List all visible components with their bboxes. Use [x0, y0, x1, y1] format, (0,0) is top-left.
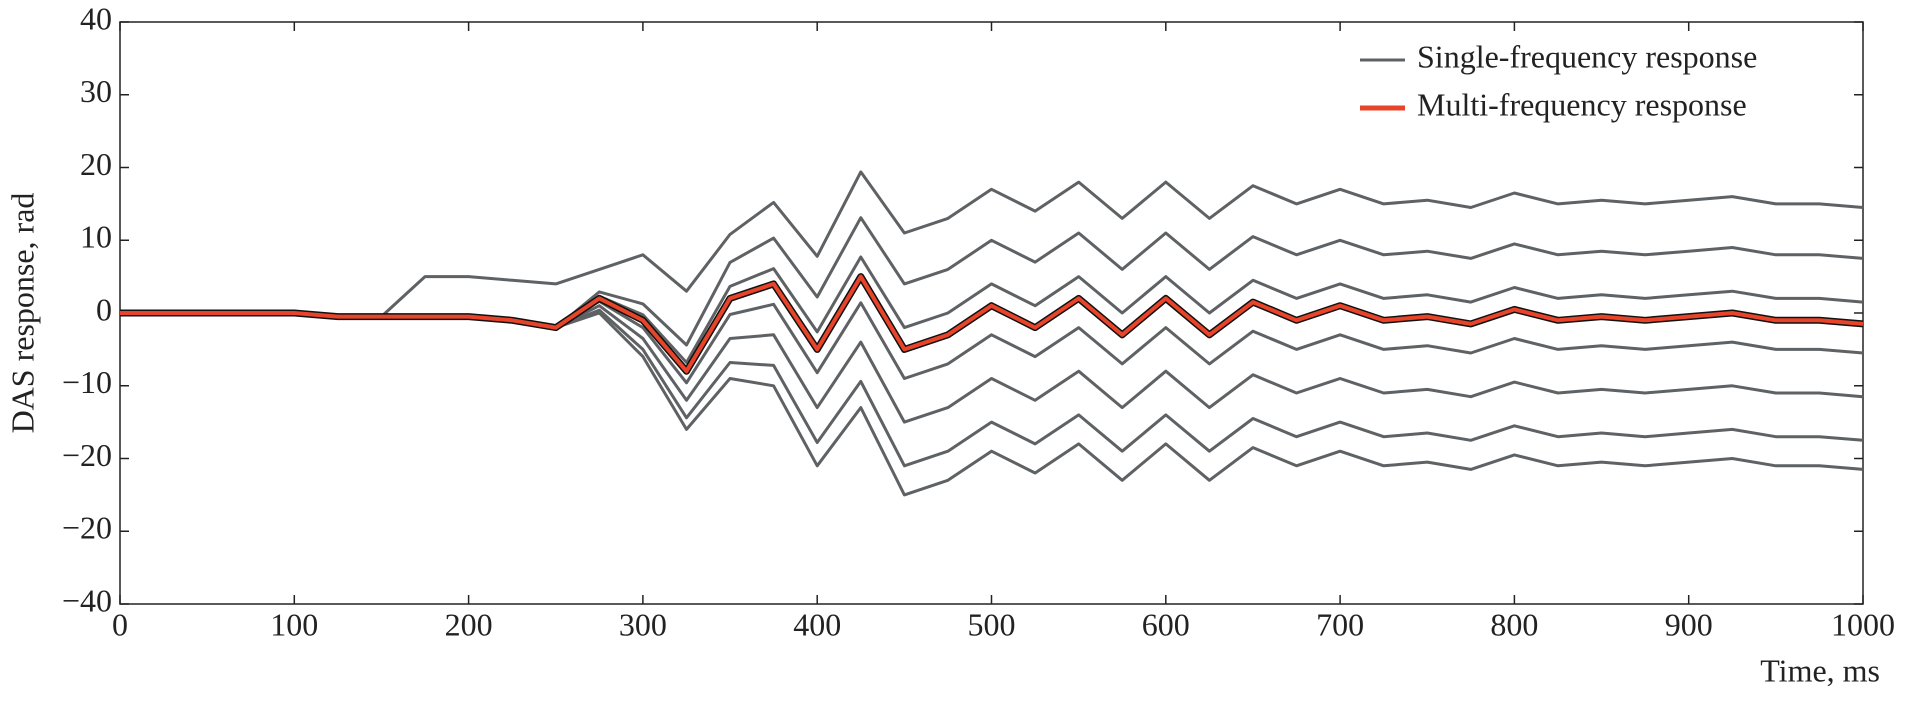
y-tick-label: 0 — [96, 291, 112, 327]
line — [120, 170, 1864, 319]
x-tick-label: 0 — [112, 606, 128, 642]
x-tick-label: 500 — [968, 606, 1016, 642]
x-axis-label: Time, ms — [1760, 652, 1880, 688]
x-tick-label: 400 — [793, 606, 841, 642]
y-tick-label: −20 — [62, 437, 112, 473]
x-tick-label: 900 — [1665, 606, 1713, 642]
y-tick-label: −10 — [62, 364, 112, 400]
line — [120, 311, 1864, 497]
y-axis-label: DAS response, rad — [4, 193, 40, 434]
x-tick-label: 100 — [270, 606, 318, 642]
legend-label: Multi-frequency response — [1417, 86, 1747, 122]
x-tick-label: 800 — [1490, 606, 1538, 642]
x-tick-label: 700 — [1316, 606, 1364, 642]
x-tick-label: 600 — [1142, 606, 1190, 642]
line — [120, 304, 1864, 424]
y-tick-label: 30 — [80, 73, 112, 109]
x-tick-label: 1000 — [1831, 606, 1895, 642]
y-tick-label: −40 — [62, 582, 112, 618]
y-tick-label: 40 — [80, 0, 112, 36]
legend-label: Single-frequency response — [1417, 38, 1757, 74]
line-outline — [120, 273, 1864, 375]
y-tick-label: −20 — [62, 510, 112, 546]
y-tick-label: 10 — [80, 219, 112, 255]
line — [120, 216, 1864, 347]
y-tick-label: 20 — [80, 146, 112, 182]
line — [120, 274, 1864, 374]
x-tick-label: 300 — [619, 606, 667, 642]
x-tick-label: 200 — [445, 606, 493, 642]
